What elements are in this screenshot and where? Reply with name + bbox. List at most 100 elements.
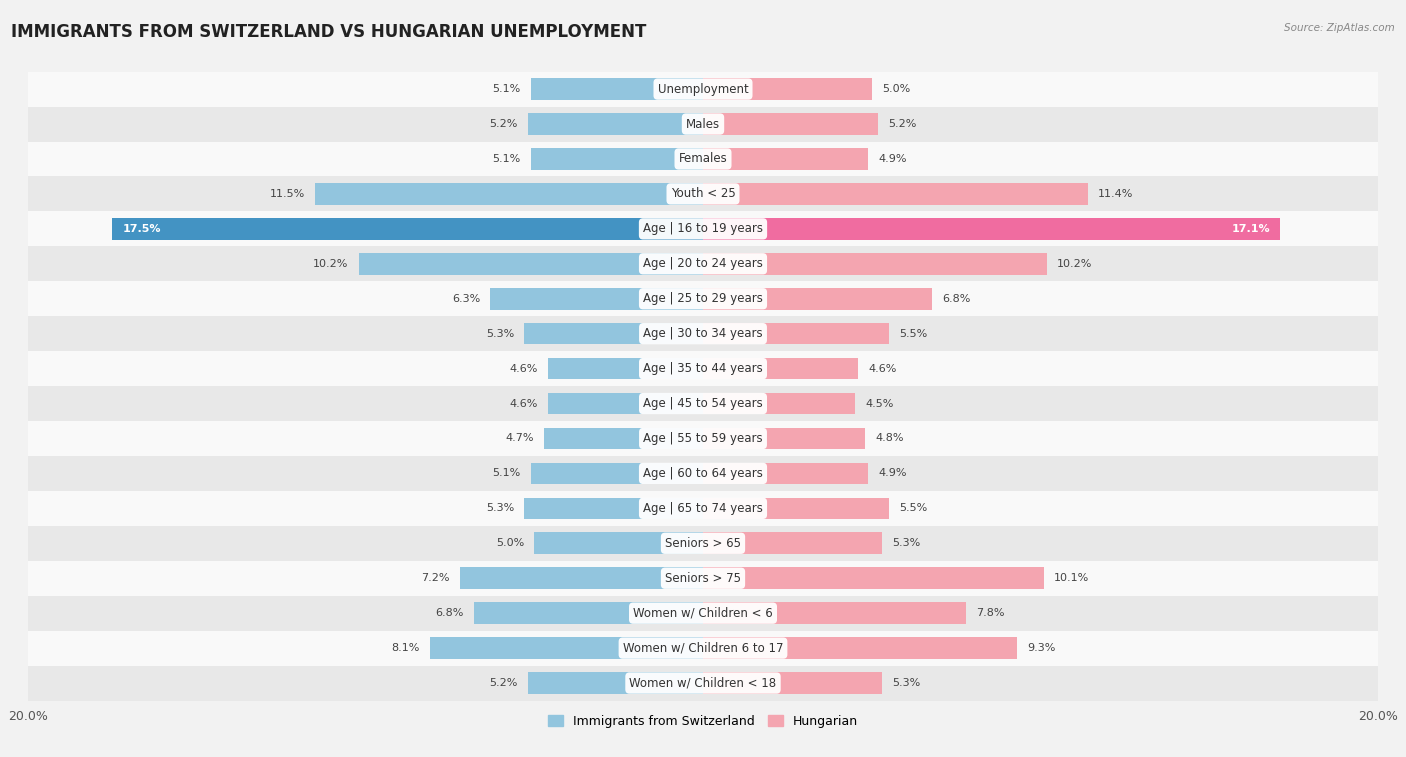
Bar xyxy=(28,351,1378,386)
Text: 10.1%: 10.1% xyxy=(1054,573,1090,583)
Text: 4.6%: 4.6% xyxy=(869,363,897,374)
Text: 4.8%: 4.8% xyxy=(875,434,904,444)
Bar xyxy=(474,603,703,624)
Text: 4.9%: 4.9% xyxy=(879,154,907,164)
Text: 6.8%: 6.8% xyxy=(942,294,972,304)
Text: 11.4%: 11.4% xyxy=(1098,189,1133,199)
Text: 5.3%: 5.3% xyxy=(486,503,515,513)
Text: Age | 16 to 19 years: Age | 16 to 19 years xyxy=(643,223,763,235)
Bar xyxy=(315,183,703,204)
Text: Females: Females xyxy=(679,152,727,166)
Bar xyxy=(703,148,869,170)
Text: Males: Males xyxy=(686,117,720,130)
Bar xyxy=(548,393,703,414)
Bar xyxy=(359,253,703,275)
Text: 8.1%: 8.1% xyxy=(391,643,419,653)
Bar xyxy=(28,107,1378,142)
Text: 5.0%: 5.0% xyxy=(496,538,524,548)
Bar xyxy=(703,358,858,379)
Bar xyxy=(460,568,703,589)
Text: 5.0%: 5.0% xyxy=(882,84,910,94)
Bar xyxy=(531,463,703,484)
Text: Seniors > 65: Seniors > 65 xyxy=(665,537,741,550)
Text: Age | 65 to 74 years: Age | 65 to 74 years xyxy=(643,502,763,515)
Bar xyxy=(703,322,889,344)
Bar xyxy=(703,497,889,519)
Bar xyxy=(28,176,1378,211)
Text: Age | 60 to 64 years: Age | 60 to 64 years xyxy=(643,467,763,480)
Bar xyxy=(534,532,703,554)
Bar xyxy=(28,246,1378,282)
Bar xyxy=(548,358,703,379)
Bar xyxy=(524,322,703,344)
Bar xyxy=(703,672,882,694)
Text: Age | 45 to 54 years: Age | 45 to 54 years xyxy=(643,397,763,410)
Bar xyxy=(28,665,1378,700)
Text: 5.1%: 5.1% xyxy=(492,154,520,164)
Bar xyxy=(28,596,1378,631)
Legend: Immigrants from Switzerland, Hungarian: Immigrants from Switzerland, Hungarian xyxy=(543,710,863,733)
Text: 4.6%: 4.6% xyxy=(509,398,537,409)
Text: 5.5%: 5.5% xyxy=(898,503,927,513)
Bar xyxy=(28,282,1378,316)
Text: 7.8%: 7.8% xyxy=(976,608,1005,618)
Text: 4.9%: 4.9% xyxy=(879,469,907,478)
Bar xyxy=(703,532,882,554)
Text: Age | 55 to 59 years: Age | 55 to 59 years xyxy=(643,432,763,445)
Bar xyxy=(703,288,932,310)
Text: Age | 30 to 34 years: Age | 30 to 34 years xyxy=(643,327,763,340)
Text: 5.3%: 5.3% xyxy=(891,678,920,688)
Bar xyxy=(531,78,703,100)
Text: 6.8%: 6.8% xyxy=(434,608,464,618)
Text: Women w/ Children < 18: Women w/ Children < 18 xyxy=(630,677,776,690)
Bar xyxy=(703,428,865,450)
Bar xyxy=(524,497,703,519)
Bar xyxy=(28,421,1378,456)
Bar xyxy=(531,148,703,170)
Bar xyxy=(430,637,703,659)
Text: 5.3%: 5.3% xyxy=(891,538,920,548)
Bar xyxy=(112,218,703,240)
Bar xyxy=(703,603,966,624)
Bar xyxy=(28,211,1378,246)
Bar xyxy=(491,288,703,310)
Text: 6.3%: 6.3% xyxy=(453,294,481,304)
Bar xyxy=(703,183,1088,204)
Text: Age | 35 to 44 years: Age | 35 to 44 years xyxy=(643,362,763,375)
Bar xyxy=(703,393,855,414)
Text: 5.2%: 5.2% xyxy=(489,678,517,688)
Text: 10.2%: 10.2% xyxy=(1057,259,1092,269)
Bar xyxy=(544,428,703,450)
Text: IMMIGRANTS FROM SWITZERLAND VS HUNGARIAN UNEMPLOYMENT: IMMIGRANTS FROM SWITZERLAND VS HUNGARIAN… xyxy=(11,23,647,41)
Bar xyxy=(703,568,1043,589)
Text: Women w/ Children 6 to 17: Women w/ Children 6 to 17 xyxy=(623,642,783,655)
Bar xyxy=(703,218,1279,240)
Text: Unemployment: Unemployment xyxy=(658,83,748,95)
Text: 5.5%: 5.5% xyxy=(898,329,927,338)
Text: 7.2%: 7.2% xyxy=(422,573,450,583)
Text: Women w/ Children < 6: Women w/ Children < 6 xyxy=(633,606,773,620)
Bar xyxy=(28,386,1378,421)
Text: 4.7%: 4.7% xyxy=(506,434,534,444)
Bar xyxy=(28,491,1378,526)
Bar xyxy=(703,114,879,135)
Bar xyxy=(703,637,1017,659)
Text: Youth < 25: Youth < 25 xyxy=(671,188,735,201)
Bar xyxy=(527,114,703,135)
Text: 5.2%: 5.2% xyxy=(889,119,917,129)
Bar xyxy=(28,561,1378,596)
Bar xyxy=(28,316,1378,351)
Bar xyxy=(28,631,1378,665)
Bar xyxy=(703,78,872,100)
Text: 5.2%: 5.2% xyxy=(489,119,517,129)
Text: 4.5%: 4.5% xyxy=(865,398,893,409)
Text: Age | 20 to 24 years: Age | 20 to 24 years xyxy=(643,257,763,270)
Bar xyxy=(28,526,1378,561)
Text: 17.1%: 17.1% xyxy=(1232,224,1270,234)
Text: 5.1%: 5.1% xyxy=(492,469,520,478)
Bar xyxy=(28,72,1378,107)
Bar xyxy=(527,672,703,694)
Text: 4.6%: 4.6% xyxy=(509,363,537,374)
Bar xyxy=(28,456,1378,491)
Bar xyxy=(703,463,869,484)
